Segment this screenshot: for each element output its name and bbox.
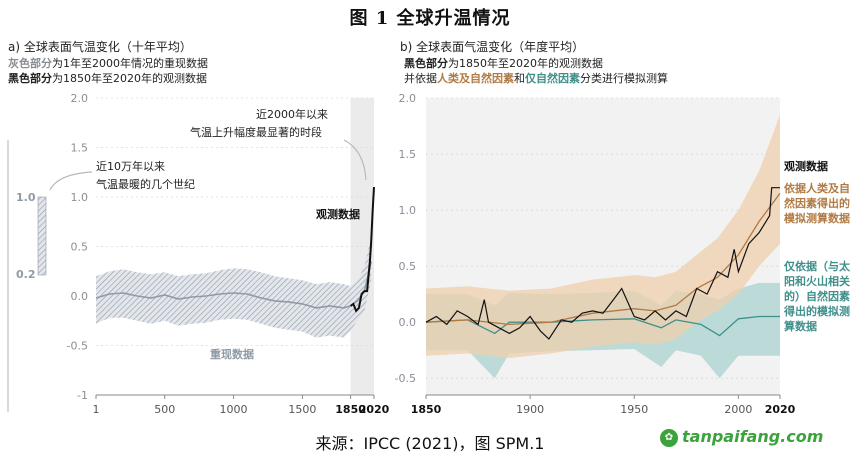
warm-bar-bottom-label: 0.2	[16, 268, 36, 281]
y-tick-label: 0.0	[71, 290, 89, 303]
panel-a-chart: 1.0 0.2 2.01.51.00.50.0-0.5-11 500 1000 150…	[7, 92, 390, 416]
annotation-warm-line2: 气温最暖的几个世纪	[96, 177, 195, 191]
human-label-line: 依据人类及自	[784, 181, 850, 195]
annotation-warm-line1: 近10万年以来	[96, 159, 165, 173]
y-tick-label: 2.0	[399, 92, 417, 105]
x-tick-label: 1000	[220, 403, 248, 416]
panel-a-observed-label: 观测数据	[316, 207, 360, 221]
panel-b-line1-rest: 为1850年至2020年的观测数据	[448, 57, 603, 70]
panel-a-subtitle-1: 灰色部分为1年至2000年情况的重现数据	[8, 55, 208, 71]
figure-title: 图 1 全球升温情况	[349, 8, 511, 29]
y-tick-label: 0.0	[399, 316, 417, 329]
panel-b-line2-pre: 并依据	[404, 72, 437, 85]
x-tick-label: 1	[93, 403, 100, 416]
warm-bar-top-label: 1.0	[16, 191, 36, 204]
panel-b-subtitle-2: 并依据人类及自然因素和仅自然因素分类进行模拟测算	[404, 70, 668, 86]
panel-a-black-label: 黑色部分	[8, 72, 52, 85]
panel-a-gray-label: 灰色部分	[8, 57, 52, 70]
panel-b-subtitle-1: 黑色部分为1850年至2020年的观测数据	[404, 55, 603, 71]
y-tick-label: 0.5	[71, 241, 89, 254]
panel-b-line2-mid: 和	[514, 72, 525, 85]
x-tick-label: 1850	[411, 403, 442, 416]
natural-label-line: 的）自然因素	[784, 289, 850, 303]
x-tick-label: 2020	[359, 403, 390, 416]
y-tick-label: -0.5	[395, 372, 416, 385]
panel-a-line1-rest: 为1年至2000年情况的重现数据	[52, 57, 208, 70]
y-tick-label: 2.0	[71, 92, 89, 105]
reconstruction-line	[95, 261, 372, 309]
y-tick-label: 1.5	[71, 142, 89, 155]
x-tick-label: 2020	[765, 403, 796, 416]
site-logo-text: tanpaifang.com	[682, 427, 824, 446]
panel-a-line2-rest: 为1850年至2020年的观测数据	[52, 72, 207, 85]
site-logo[interactable]: ✿ tanpaifang.com	[660, 427, 823, 447]
panel-b-plot: 2.0 1.5 1.0 0.5 0.0 -0.5 1850 1900 1950 2000 2020	[395, 92, 796, 416]
x-tick-label: 1950	[620, 403, 648, 416]
panel-a-subtitle-2: 黑色部分为1850年至2020年的观测数据	[8, 70, 207, 86]
human-label-line: 模拟测算数据	[784, 211, 850, 225]
y-tick-label: 1.0	[71, 191, 89, 204]
y-tick-label: -1	[77, 389, 88, 402]
natural-label-line: 仅依据（与太	[783, 259, 851, 273]
y-tick-label: -0.5	[67, 340, 88, 353]
panel-a-title: a) 全球表面气温变化（十年平均）	[8, 40, 192, 54]
y-tick-label: 1.5	[399, 148, 417, 161]
observed-line	[425, 187, 780, 340]
human-natural-band	[426, 114, 780, 358]
natural-label-line: 算数据	[783, 319, 817, 333]
annotation-warm-arrow	[49, 171, 93, 191]
reconstruction-band	[96, 236, 372, 338]
human-label-line: 然因素得出的	[784, 196, 850, 210]
observed-line	[350, 187, 375, 313]
annotation-recent-arrow	[343, 139, 367, 181]
source-caption: 来源：IPCC (2021)，图 SPM.1	[315, 434, 545, 453]
y-tick-label: 1.0	[399, 204, 417, 217]
x-tick-label: 1500	[288, 403, 316, 416]
x-tick-label: 2000	[724, 403, 752, 416]
x-tick-label: 500	[154, 403, 175, 416]
natural-line	[425, 315, 780, 337]
panel-b-black-label: 黑色部分	[404, 57, 448, 70]
natural-label-line: 得出的模拟测	[783, 304, 850, 318]
x-tick-label: 1900	[516, 403, 544, 416]
panel-b-human-label: 人类及自然因素	[437, 72, 514, 85]
panel-b-observed-label: 观测数据	[784, 159, 828, 173]
panel-a-reconstructed-label: 重现数据	[210, 347, 254, 361]
annotation-recent-line1: 近2000年以来	[256, 107, 328, 121]
natural-label-line: 阳和火山相关	[784, 274, 850, 288]
panel-b-natural-label: 仅自然因素	[525, 72, 580, 85]
leaf-icon: ✿	[660, 428, 678, 447]
panel-a-plot: 2.01.51.00.50.0-0.5-11 500 1000 1500 1850202…	[67, 92, 390, 416]
panel-b-title: b) 全球表面气温变化（年度平均）	[400, 40, 585, 54]
y-tick-label: 0.5	[399, 260, 417, 273]
warm-period-bar	[37, 196, 47, 276]
panel-b-line2-post: 分类进行模拟测算	[580, 72, 668, 85]
annotation-recent-line2: 气温上升幅度最显著的时段	[190, 125, 322, 139]
x-tick-label: 1850	[335, 403, 366, 416]
